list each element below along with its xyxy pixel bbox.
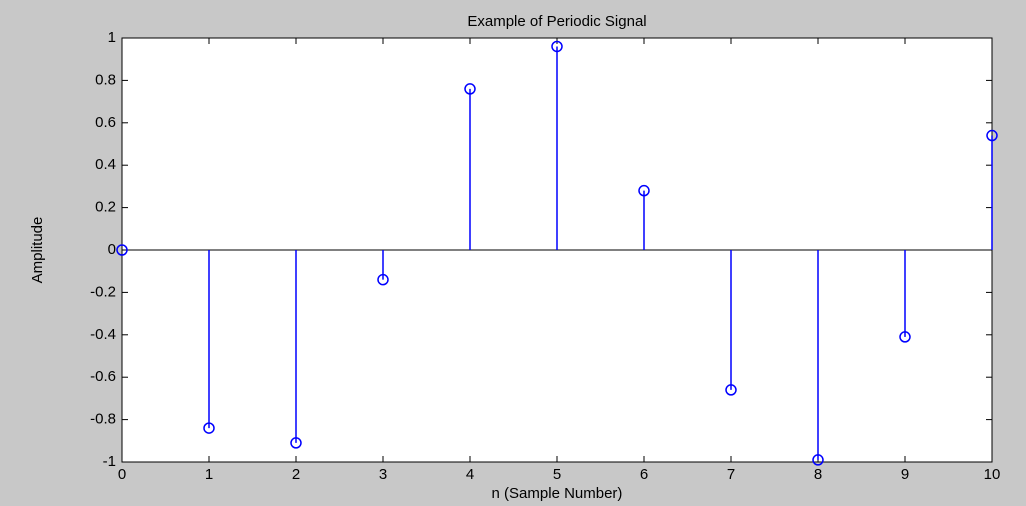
y-tick-label: 1 [108, 29, 116, 46]
y-tick-label: -1 [103, 453, 116, 470]
stem-marker [812, 454, 824, 466]
y-tick-label: 0.8 [95, 71, 116, 88]
stem-marker [899, 331, 911, 343]
stem-marker [638, 184, 650, 197]
x-tick-label: 8 [814, 466, 822, 483]
x-tick-label: 3 [379, 466, 387, 483]
x-tick-label: 0 [118, 466, 126, 483]
stem-marker [986, 129, 998, 142]
stem-marker [116, 244, 128, 256]
stem-marker [464, 83, 476, 95]
y-tick-label: 0.4 [95, 156, 116, 173]
x-tick-label: 5 [553, 466, 561, 483]
chart-title: Example of Periodic Signal [467, 13, 646, 30]
x-tick-label: 7 [727, 466, 735, 483]
x-tick-label: 9 [901, 466, 909, 483]
x-tick-label: 4 [466, 466, 474, 483]
stem-marker [377, 273, 389, 286]
stem-marker [290, 437, 302, 449]
x-tick-label: 1 [205, 466, 213, 483]
stem-marker [551, 40, 563, 53]
stem-marker [203, 422, 215, 434]
x-tick-label: 6 [640, 466, 648, 483]
x-axis-label: n (Sample Number) [492, 485, 623, 502]
x-tick-label: 10 [984, 466, 1001, 483]
y-tick-label: 0 [108, 241, 116, 258]
y-tick-label: -0.8 [90, 411, 116, 428]
y-tick-label: 0.6 [95, 114, 116, 131]
y-tick-label: 0.2 [95, 199, 116, 216]
y-tick-label: -0.4 [90, 326, 116, 343]
x-tick-label: 2 [292, 466, 300, 483]
y-axis-label: Amplitude [29, 217, 46, 284]
stem-marker [725, 384, 737, 396]
y-tick-label: -0.6 [90, 368, 116, 385]
y-tick-label: -0.2 [90, 283, 116, 300]
